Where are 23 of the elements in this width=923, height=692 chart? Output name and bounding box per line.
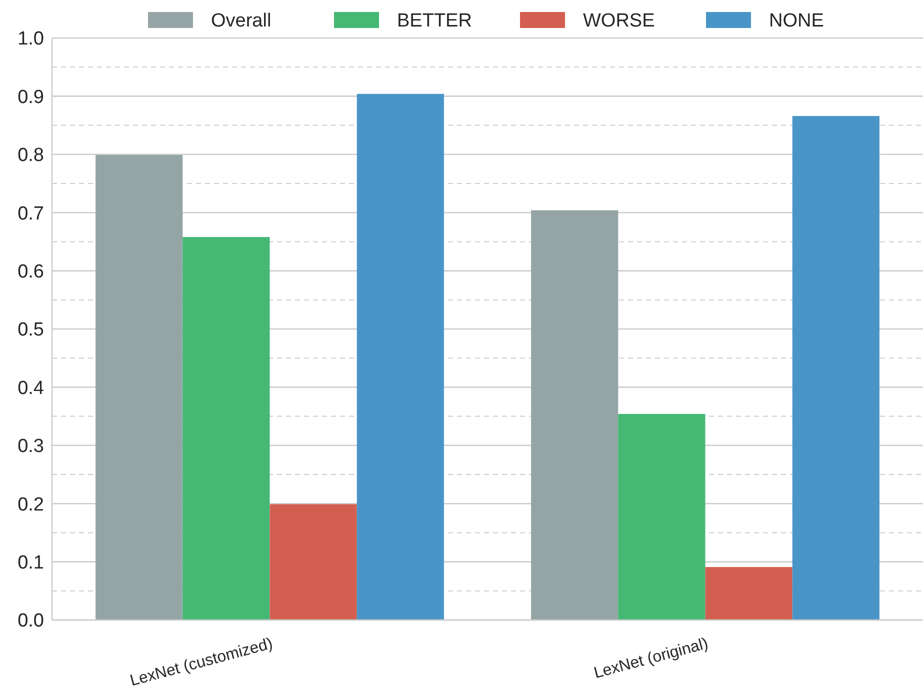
bar [792,116,880,620]
y-tick-label: 0.7 [18,203,44,224]
bar [270,504,357,620]
bar [705,567,792,620]
bar [96,154,183,620]
y-tick-label: 0.9 [18,86,44,108]
bar [618,414,706,620]
y-tick-label: 0.0 [18,610,44,632]
y-tick-label: 0.4 [18,378,44,399]
legend-label: WORSE [583,10,655,32]
y-tick-label: 0.2 [18,494,44,516]
bar [531,210,618,620]
y-tick-label: 0.3 [18,436,44,458]
legend-label: Overall [211,10,272,32]
y-tick-label: 0.6 [18,261,44,282]
y-tick-label: 1.0 [18,28,44,50]
y-tick-label: 0.5 [18,320,44,341]
legend-label: NONE [769,10,824,32]
y-tick-label: 0.1 [18,552,44,574]
bar [356,94,444,620]
legend-label: BETTER [397,10,472,32]
y-tick-label: 0.8 [18,145,44,166]
bar [182,237,270,620]
